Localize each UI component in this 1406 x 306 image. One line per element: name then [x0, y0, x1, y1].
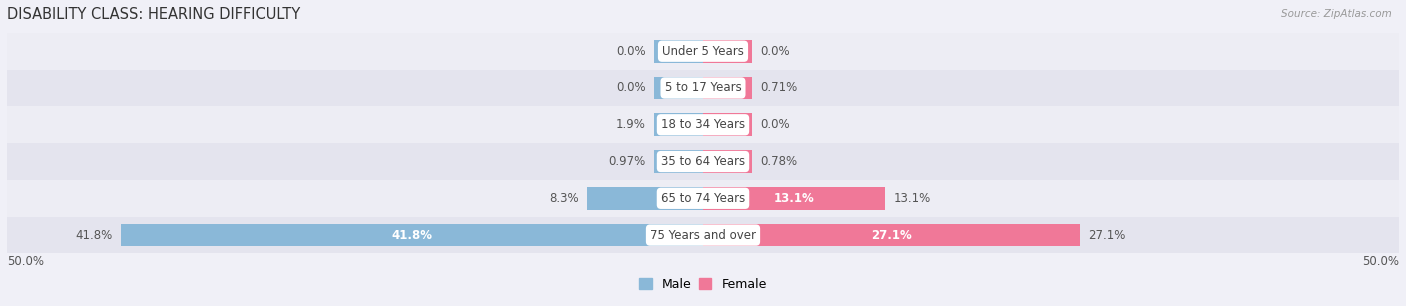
Bar — [7, 180, 1399, 217]
Bar — [654, 113, 703, 136]
Bar — [7, 217, 1399, 253]
Bar — [703, 150, 752, 173]
Text: 27.1%: 27.1% — [872, 229, 912, 241]
Bar — [703, 76, 752, 99]
Text: Under 5 Years: Under 5 Years — [662, 45, 744, 58]
Text: 75 Years and over: 75 Years and over — [650, 229, 756, 241]
Text: 41.8%: 41.8% — [391, 229, 433, 241]
Bar — [703, 113, 752, 136]
Bar — [654, 150, 703, 173]
Bar — [654, 40, 703, 63]
Text: 50.0%: 50.0% — [1362, 255, 1399, 268]
Text: 41.8%: 41.8% — [76, 229, 112, 241]
Text: 35 to 64 Years: 35 to 64 Years — [661, 155, 745, 168]
Text: 0.0%: 0.0% — [761, 118, 790, 131]
Text: 0.0%: 0.0% — [761, 45, 790, 58]
Text: 13.1%: 13.1% — [773, 192, 814, 205]
Text: 27.1%: 27.1% — [1088, 229, 1126, 241]
Legend: Male, Female: Male, Female — [634, 273, 772, 296]
Text: 18 to 34 Years: 18 to 34 Years — [661, 118, 745, 131]
Text: 8.3%: 8.3% — [550, 192, 579, 205]
Text: 13.1%: 13.1% — [894, 192, 931, 205]
Bar — [7, 33, 1399, 69]
Bar — [7, 69, 1399, 106]
Bar — [703, 224, 1080, 246]
Text: Source: ZipAtlas.com: Source: ZipAtlas.com — [1281, 9, 1392, 19]
Text: 0.0%: 0.0% — [616, 45, 645, 58]
Text: 5 to 17 Years: 5 to 17 Years — [665, 81, 741, 95]
Bar — [703, 40, 752, 63]
Text: 50.0%: 50.0% — [7, 255, 44, 268]
Bar — [703, 187, 886, 210]
Bar — [7, 106, 1399, 143]
Bar — [121, 224, 703, 246]
Text: 1.9%: 1.9% — [616, 118, 645, 131]
Text: 0.78%: 0.78% — [761, 155, 797, 168]
Text: DISABILITY CLASS: HEARING DIFFICULTY: DISABILITY CLASS: HEARING DIFFICULTY — [7, 7, 301, 22]
Text: 65 to 74 Years: 65 to 74 Years — [661, 192, 745, 205]
Text: 0.97%: 0.97% — [609, 155, 645, 168]
Text: 0.0%: 0.0% — [616, 81, 645, 95]
Bar — [654, 76, 703, 99]
Text: 0.71%: 0.71% — [761, 81, 797, 95]
Bar — [588, 187, 703, 210]
Bar — [7, 143, 1399, 180]
